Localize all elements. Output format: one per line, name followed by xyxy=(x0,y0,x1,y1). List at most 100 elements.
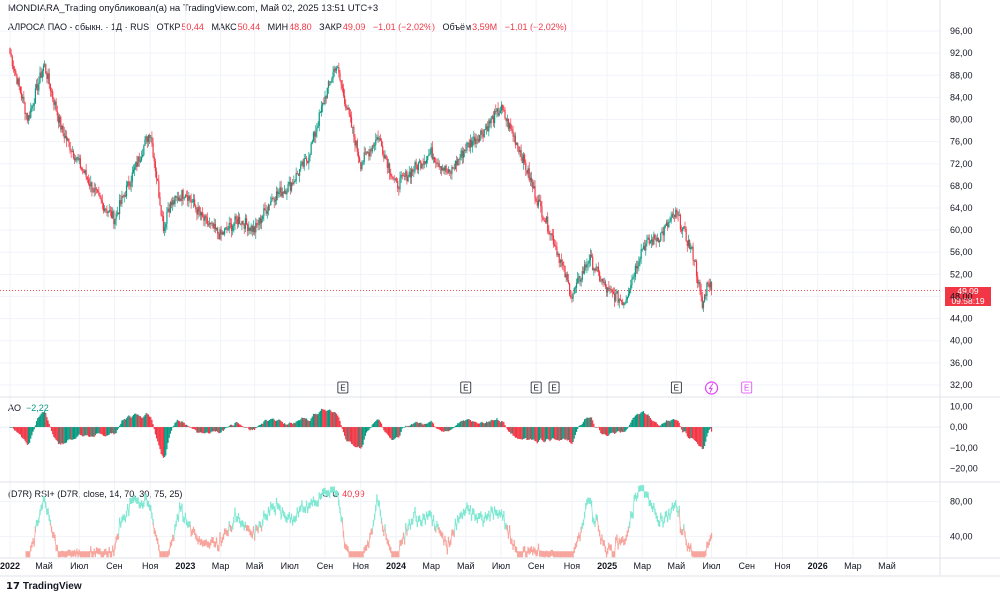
ao-bar xyxy=(505,427,507,428)
ao-bar xyxy=(140,417,143,428)
candle-body xyxy=(640,249,642,259)
ao-bar xyxy=(653,421,655,428)
candle-body xyxy=(629,289,631,294)
rsi-line-segment xyxy=(663,514,666,521)
candle-body xyxy=(392,177,394,179)
price-axis-tick-label: 32,00 xyxy=(950,380,973,390)
rsi-line-segment xyxy=(691,552,694,555)
rsi-line-segment xyxy=(386,541,389,544)
candle-body xyxy=(168,208,170,213)
ao-bar xyxy=(204,427,206,434)
candle-body xyxy=(281,191,283,197)
rsi-line-segment xyxy=(624,537,627,542)
rsi-line-segment xyxy=(524,548,527,555)
candle-body xyxy=(175,195,177,198)
lightning-icon xyxy=(708,383,714,393)
rsi-line-segment xyxy=(223,531,226,537)
ao-bar xyxy=(530,427,533,440)
candle-body xyxy=(383,153,385,159)
ao-bar xyxy=(709,427,711,429)
ao-bar xyxy=(39,415,41,428)
tradingview-logo[interactable]: 𝟭𝟳 TradingView xyxy=(6,581,82,592)
ao-bar xyxy=(234,422,236,428)
candle-body xyxy=(172,200,174,205)
rsi-line-segment xyxy=(369,531,372,536)
rsi-line-segment xyxy=(218,534,221,549)
rsi-line-segment xyxy=(210,539,213,543)
ao-bar xyxy=(339,420,341,428)
candle-body xyxy=(248,227,250,232)
ao-bar xyxy=(331,412,333,428)
ao-bar xyxy=(271,418,273,428)
candle-body xyxy=(632,277,634,279)
ao-bar xyxy=(664,422,666,428)
ao-bar xyxy=(484,423,486,428)
ao-bar xyxy=(251,427,253,431)
candle-body xyxy=(98,192,100,195)
price-axis-tick-label: 60,00 xyxy=(950,225,973,235)
ao-bar xyxy=(674,419,676,428)
price-axis-tick-label: 76,00 xyxy=(950,137,973,147)
candle-body xyxy=(415,162,417,166)
rsi-line-segment xyxy=(643,488,646,495)
candle-body xyxy=(585,264,587,268)
candle-body xyxy=(84,170,86,174)
ao-bar xyxy=(270,418,272,428)
rsi-line-segment xyxy=(225,531,228,534)
candle-body xyxy=(296,173,298,175)
ao-bar xyxy=(490,419,492,428)
candle-body xyxy=(394,178,396,180)
ao-bar xyxy=(512,427,514,436)
candle-body xyxy=(155,171,158,179)
candle-body xyxy=(54,101,56,105)
candle-body xyxy=(183,197,185,199)
candle-body xyxy=(196,208,198,215)
symbol-label[interactable]: АЛРОСА ПАО - обыкн. · 1Д · RUS xyxy=(8,22,150,32)
ao-bar xyxy=(539,427,541,440)
candle-body xyxy=(127,181,129,186)
ao-bar xyxy=(597,427,600,428)
ao-bar xyxy=(378,419,380,428)
candle-body xyxy=(174,195,176,205)
candle-body xyxy=(31,105,33,109)
rsi-line-segment xyxy=(145,496,148,504)
candle-body xyxy=(566,273,568,281)
ao-bar xyxy=(678,422,680,428)
ao-bar xyxy=(601,427,603,435)
candle-body xyxy=(609,288,611,290)
ao-bar xyxy=(303,417,305,428)
time-axis-tick-label: 2024 xyxy=(386,561,406,571)
ao-bar xyxy=(197,427,199,433)
candle-body xyxy=(421,164,423,169)
ao-bar xyxy=(341,427,343,429)
rsi-line-segment xyxy=(404,525,407,542)
candle-body xyxy=(529,177,531,181)
ao-bar xyxy=(74,427,76,439)
ao-bar xyxy=(134,413,136,428)
rsi-line-segment xyxy=(485,515,487,518)
candle-body xyxy=(192,199,195,202)
candle-body xyxy=(79,158,81,169)
ao-bar xyxy=(345,427,347,440)
candle-body xyxy=(203,216,205,221)
ao-bar xyxy=(329,409,331,428)
ao-bar xyxy=(479,423,481,428)
candle-body xyxy=(310,143,312,155)
ao-bar xyxy=(124,419,126,428)
rsi-line-segment xyxy=(143,497,146,505)
candle-body xyxy=(550,233,552,235)
candle-body xyxy=(83,170,85,174)
ao-bar xyxy=(502,421,504,428)
ao-bar xyxy=(416,422,418,428)
ao-bar xyxy=(480,422,482,428)
candle-body xyxy=(653,234,655,245)
rsi-legend[interactable]: (D7R) RSI+ (D7R, close, 14, 70, 30, 75, … xyxy=(8,489,183,499)
candle-body xyxy=(154,161,156,172)
ao-bar xyxy=(162,427,165,458)
rsi-line-segment xyxy=(317,495,320,504)
ao-legend[interactable]: AO −2,22 xyxy=(8,403,49,413)
candle-body xyxy=(152,143,154,157)
rsi-line-segment xyxy=(494,509,497,513)
ao-bar xyxy=(573,427,575,439)
